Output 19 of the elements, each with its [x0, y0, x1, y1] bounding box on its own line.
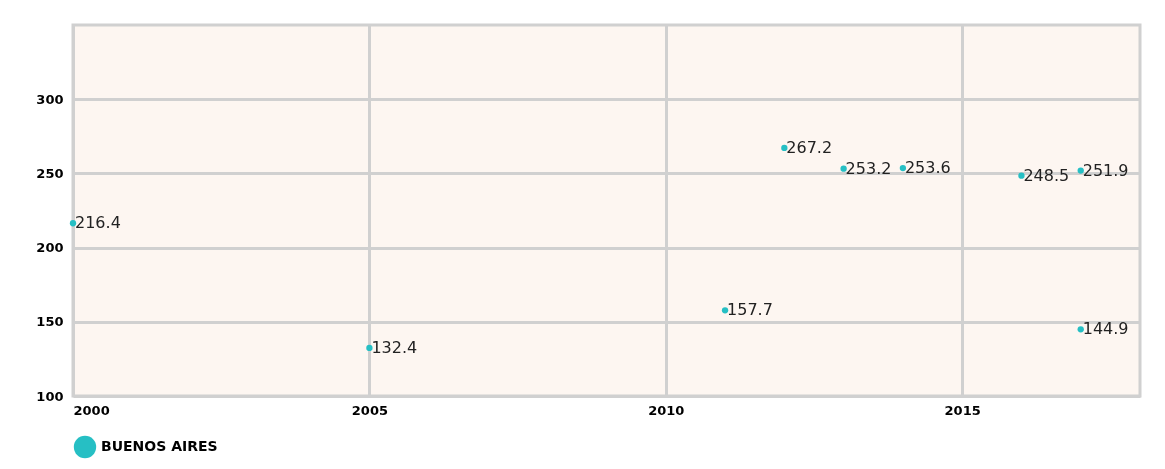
y-tick-label: 200 [36, 240, 64, 256]
data-label: 267.2 [786, 137, 833, 157]
data-label: 251.9 [1082, 160, 1129, 180]
x-tick-label: 2010 [648, 402, 685, 418]
x-tick-label: 2000 [73, 402, 110, 418]
data-label: 253.2 [845, 158, 892, 178]
y-tick-label: 250 [36, 165, 64, 181]
data-label: 253.6 [904, 158, 951, 178]
x-tick-label: 2015 [944, 402, 981, 418]
legend-label: BUENOS AIRES [101, 438, 218, 454]
data-label: 216.4 [75, 213, 121, 233]
y-tick-label: 100 [36, 388, 64, 404]
y-tick-label: 150 [36, 314, 64, 330]
data-label: 157.7 [727, 300, 773, 320]
y-tick-label: 300 [36, 91, 64, 107]
data-label: 248.5 [1023, 165, 1070, 185]
data-label: 132.4 [371, 337, 418, 357]
x-tick-label: 2005 [351, 402, 388, 418]
data-label: 144.9 [1082, 319, 1129, 339]
